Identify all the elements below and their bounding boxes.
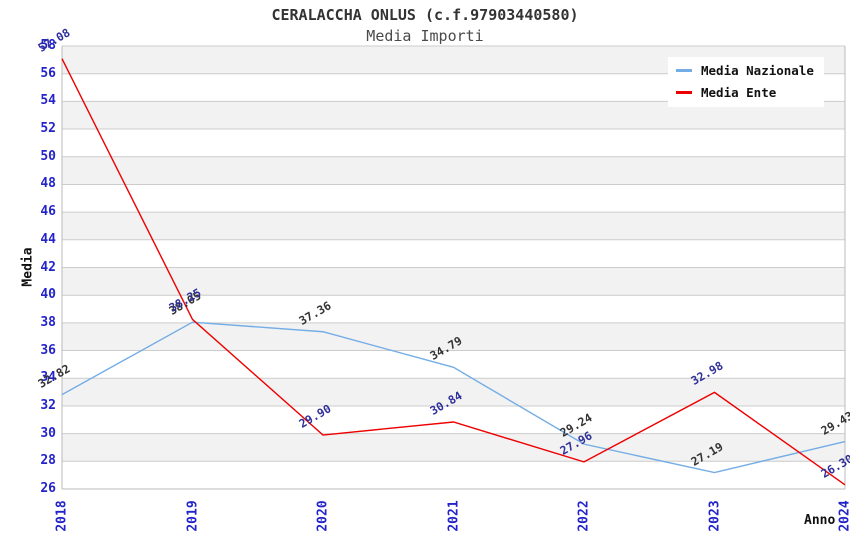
y-tick-label: 50 [40, 148, 56, 164]
y-tick-label: 46 [40, 204, 56, 220]
y-tick-label: 30 [40, 425, 56, 441]
y-tick-label: 42 [40, 259, 56, 275]
chart-title: CERALACCHA ONLUS (c.f.97903440580) [271, 6, 579, 24]
y-tick-label: 34 [40, 370, 56, 386]
y-tick-label: 38 [40, 314, 56, 330]
x-tick-label: 2018 [54, 500, 70, 532]
y-tick-label: 32 [40, 397, 56, 413]
y-tick-label: 28 [40, 453, 56, 469]
legend-item-media-nazionale: Media Nazionale [676, 63, 814, 78]
legend: Media Nazionale Media Ente [668, 57, 824, 107]
y-axis-title: Media [20, 247, 36, 287]
x-tick-label: 2019 [185, 500, 200, 532]
y-tick-label: 54 [40, 93, 56, 109]
y-tick-label: 44 [40, 231, 56, 247]
x-tick-label: 2021 [446, 500, 461, 532]
legend-item-media-ente: Media Ente [676, 85, 814, 100]
y-tick-label: 40 [40, 287, 56, 303]
y-tick-label: 56 [40, 65, 56, 81]
media-nazionale-line-swatch [676, 69, 692, 72]
x-tick-label: 2020 [315, 500, 331, 532]
x-tick-label: 2023 [707, 500, 722, 532]
media-ente-line-swatch [676, 91, 692, 94]
y-tick-label: 58 [40, 38, 56, 53]
x-tick-label: 2024 [837, 500, 850, 532]
x-axis-title: Anno [804, 513, 836, 528]
y-tick-label: 26 [40, 481, 56, 496]
x-tick-label: 2022 [576, 500, 592, 532]
y-tick-label: 52 [40, 121, 56, 137]
y-tick-label: 36 [40, 342, 56, 358]
legend-label-media-ente: Media Ente [701, 85, 777, 100]
chart-subtitle: Media Importi [366, 27, 484, 45]
y-tick-label: 48 [40, 176, 56, 192]
legend-label-media-nazionale: Media Nazionale [701, 63, 814, 78]
